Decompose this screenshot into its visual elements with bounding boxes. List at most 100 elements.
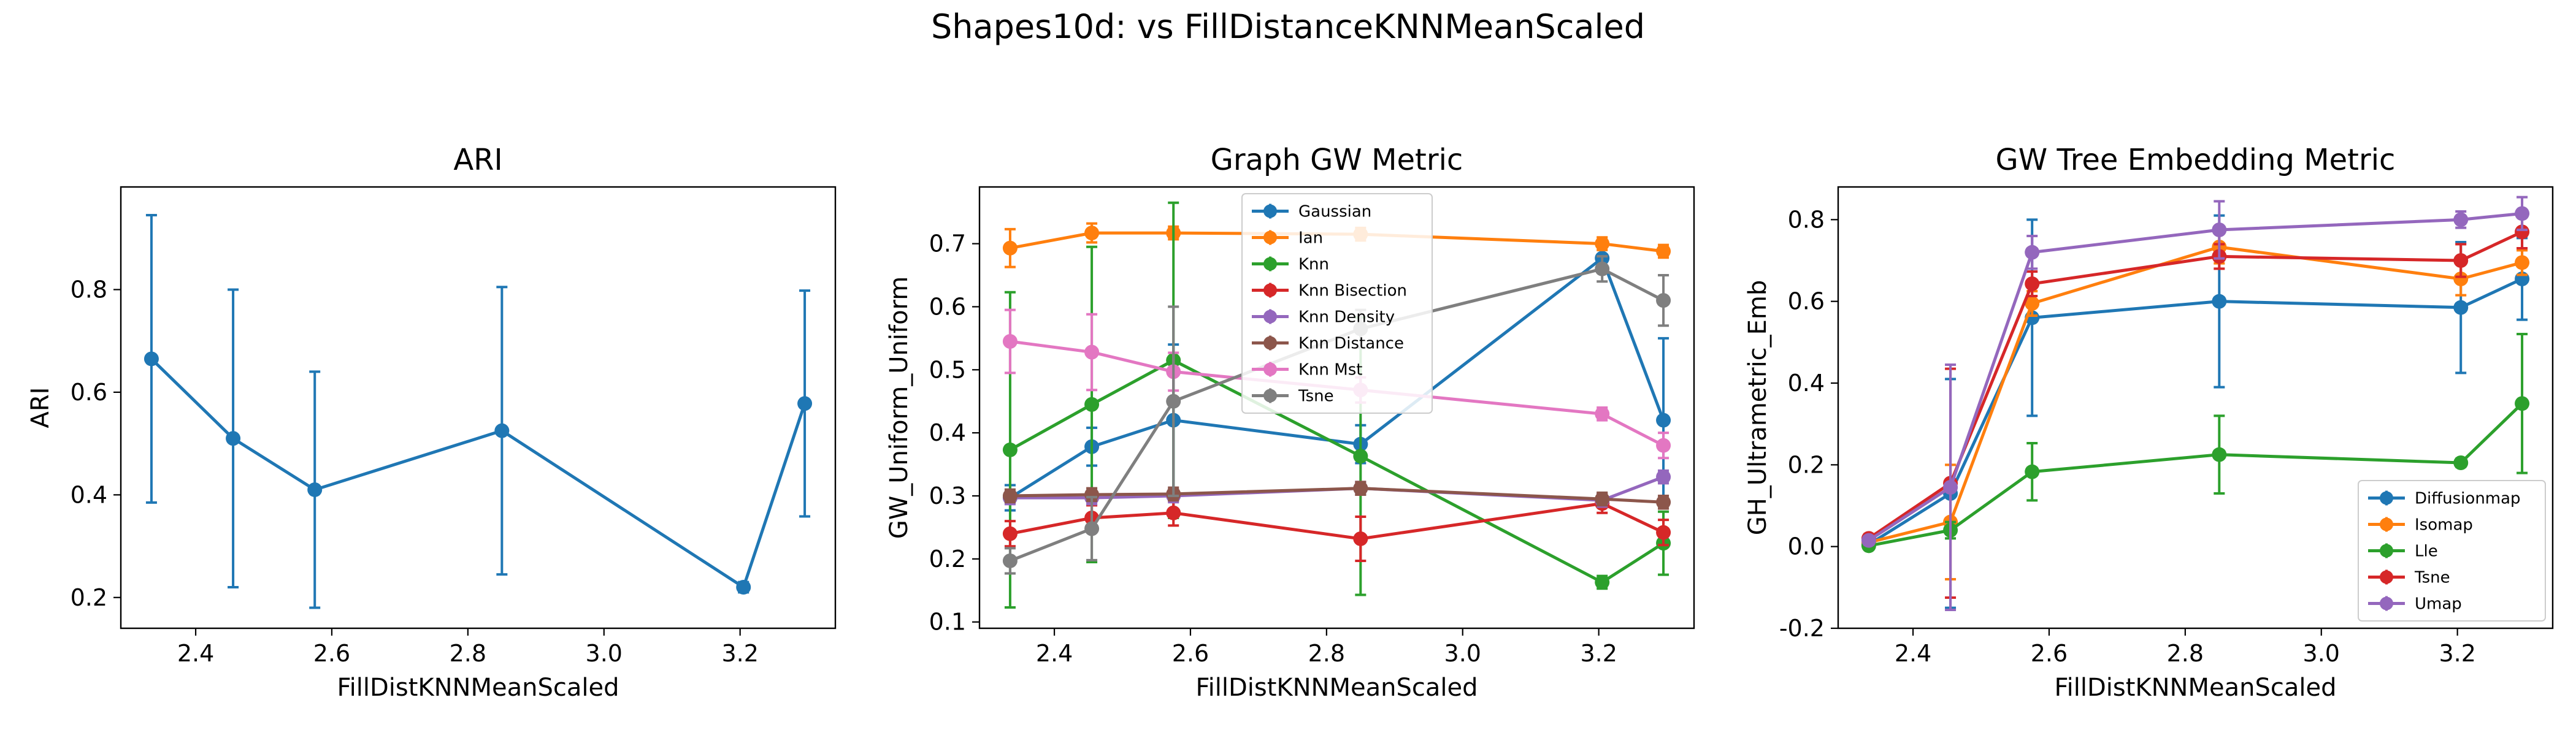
- data-point: [1595, 574, 1610, 590]
- legend-item: Isomap: [2368, 516, 2473, 534]
- x-tick-label: 2.4: [1895, 640, 1931, 667]
- legend-marker: [2380, 517, 2393, 531]
- x-tick-label: 2.4: [1036, 640, 1073, 667]
- data-point: [2515, 206, 2530, 221]
- data-point: [1084, 397, 1100, 412]
- legend-label: Knn Mst: [1298, 361, 1362, 379]
- x-axis-label: FillDistKNNMeanScaled: [1196, 674, 1478, 702]
- legend-item: Umap: [2368, 595, 2462, 614]
- x-tick-label: 2.6: [2031, 640, 2068, 667]
- series-line: [1868, 277, 2523, 546]
- data-point: [2025, 296, 2040, 311]
- data-point: [1002, 553, 1018, 568]
- legend-marker: [2380, 570, 2393, 584]
- data-point: [1595, 406, 1610, 422]
- data-point: [2453, 300, 2469, 315]
- series-line: [1010, 501, 1665, 541]
- series-1: [144, 214, 813, 609]
- data-point: [1656, 438, 1671, 453]
- series-line: [1868, 230, 2523, 540]
- legend-label: Tsne: [2414, 569, 2450, 587]
- legend-label: Tsne: [1298, 387, 1334, 406]
- legend-marker: [1263, 362, 1277, 376]
- panel-title: Graph GW Metric: [1211, 143, 1463, 177]
- data-point: [736, 580, 751, 595]
- x-tick-label: 2.4: [177, 640, 214, 667]
- legend-marker: [2380, 544, 2393, 558]
- legend-item: Lle: [2368, 542, 2438, 561]
- legend-marker: [1263, 336, 1277, 350]
- legend-label: Gaussian: [1298, 203, 1371, 221]
- y-tick-label: 0.4: [1788, 370, 1825, 397]
- y-tick-label: 0.6: [1788, 288, 1825, 315]
- y-tick-label: 0.0: [1788, 533, 1825, 560]
- data-point: [144, 351, 159, 367]
- legend-item: Knn Mst: [1252, 361, 1362, 379]
- y-tick-label: 0.7: [929, 230, 966, 257]
- data-point: [2025, 245, 2040, 260]
- data-point: [1656, 413, 1671, 428]
- legend-label: Lle: [2415, 542, 2438, 561]
- y-tick-label: 0.5: [929, 356, 966, 383]
- data-point: [1166, 505, 1181, 520]
- legend-marker: [1263, 204, 1277, 218]
- data-point: [1656, 293, 1671, 308]
- data-point: [1595, 261, 1610, 276]
- x-tick-label: 2.8: [1308, 640, 1345, 667]
- x-tick-label: 3.0: [1444, 640, 1481, 667]
- x-tick-label: 3.0: [2303, 640, 2340, 667]
- legend-label: Isomap: [2415, 516, 2473, 534]
- legend-item: Ian: [1252, 229, 1323, 248]
- series-line: [1868, 402, 2523, 547]
- legend: Diffusionmap Isomap Lle Tsne Umap: [2358, 480, 2546, 622]
- series-knn-distance: [1002, 481, 1671, 510]
- legend-item: Knn Density: [1252, 308, 1395, 327]
- y-tick-label: 0.4: [71, 481, 107, 508]
- legend-item: Diffusionmap: [2368, 490, 2521, 508]
- x-tick-label: 3.2: [1580, 640, 1617, 667]
- data-point: [2453, 272, 2469, 286]
- data-point: [1943, 480, 1958, 495]
- legend-marker: [1263, 283, 1277, 297]
- legend-marker: [1263, 257, 1277, 271]
- legend-marker: [2380, 596, 2393, 611]
- series-line: [1868, 211, 2523, 542]
- x-tick-label: 3.2: [2439, 640, 2475, 667]
- data-point: [1166, 394, 1181, 409]
- legend-marker: [2380, 491, 2393, 505]
- x-tick-label: 2.6: [313, 640, 350, 667]
- y-tick-label: 0.2: [929, 546, 966, 573]
- data-point: [1002, 442, 1018, 457]
- data-point: [1084, 226, 1100, 241]
- data-point: [1353, 531, 1368, 546]
- data-point: [1353, 449, 1368, 464]
- data-point: [1002, 489, 1018, 503]
- legend-label: Knn Bisection: [1298, 282, 1407, 300]
- y-tick-label: 0.8: [1788, 206, 1825, 233]
- data-point: [494, 423, 510, 438]
- legend-box: [2358, 480, 2546, 622]
- legend-label: Knn: [1298, 256, 1329, 274]
- axes-frame: [978, 186, 1695, 630]
- data-point: [2212, 294, 2227, 309]
- y-tick-label: 0.6: [71, 379, 107, 406]
- x-axis-label: FillDistKNNMeanScaled: [337, 674, 619, 702]
- data-point: [1002, 334, 1018, 349]
- axes-frame: [1837, 186, 2554, 630]
- x-tick-label: 2.6: [1172, 640, 1209, 667]
- series-line: [1010, 487, 1664, 504]
- legend-box: [1241, 193, 1433, 414]
- data-point: [226, 431, 241, 446]
- legend-item: Knn Bisection: [1252, 282, 1407, 300]
- x-tick-label: 2.8: [450, 640, 486, 667]
- panel-title: GW Tree Embedding Metric: [1996, 143, 2396, 177]
- data-point: [2515, 255, 2530, 270]
- data-point: [307, 482, 323, 497]
- y-tick-label: 0.1: [929, 609, 966, 636]
- series-line: [150, 357, 807, 590]
- legend-item: Knn: [1252, 256, 1329, 274]
- y-axis-label: ARI: [26, 387, 55, 428]
- y-axis-label: GH_Ultrametric_Emb: [1744, 280, 1772, 536]
- data-point: [1656, 495, 1671, 510]
- legend-marker: [1263, 389, 1277, 403]
